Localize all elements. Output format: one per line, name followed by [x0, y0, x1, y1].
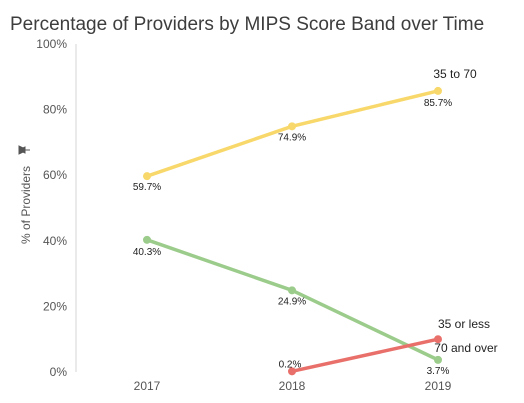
data-label: 0.2% [279, 359, 302, 370]
x-tick-label: 2017 [134, 379, 161, 393]
data-point [288, 286, 296, 294]
pin-icon[interactable] [19, 146, 30, 154]
y-tick-label: 20% [43, 299, 67, 313]
y-tick-label: 0% [50, 365, 68, 379]
data-label: 3.7% [427, 366, 450, 377]
data-point [143, 236, 151, 244]
data-label: 40.3% [133, 247, 161, 258]
y-tick-label: 80% [43, 103, 67, 117]
data-label: 24.9% [278, 296, 306, 307]
x-tick-label: 2019 [425, 379, 452, 393]
series-name-label: 70 and over [434, 341, 497, 355]
series-name-label: 35 or less [438, 317, 490, 331]
data-point [288, 122, 296, 130]
data-point [143, 172, 151, 180]
y-tick-label: 60% [43, 168, 67, 182]
series-name-label: 35 to 70 [433, 67, 477, 81]
y-tick-label: 100% [36, 37, 67, 51]
data-point [434, 87, 442, 95]
data-label: 74.9% [278, 132, 306, 143]
series-line [292, 339, 438, 371]
data-label: 85.7% [424, 98, 452, 109]
data-label: 59.7% [133, 182, 161, 193]
data-point [434, 356, 442, 364]
y-tick-label: 40% [43, 234, 67, 248]
y-axis-label: % of Providers [19, 166, 33, 244]
x-tick-label: 2018 [279, 379, 306, 393]
